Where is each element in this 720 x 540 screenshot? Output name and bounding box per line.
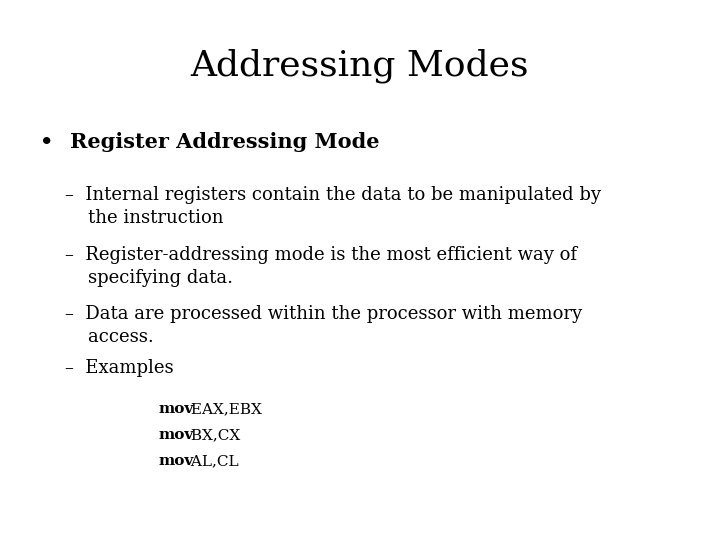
Text: Addressing Modes: Addressing Modes <box>191 49 529 83</box>
Text: mov: mov <box>158 402 194 416</box>
Text: –  Data are processed within the processor with memory
    access.: – Data are processed within the processo… <box>65 305 582 346</box>
Text: mov: mov <box>158 428 194 442</box>
Text: –  Internal registers contain the data to be manipulated by
    the instruction: – Internal registers contain the data to… <box>65 186 600 227</box>
Text: Register Addressing Mode: Register Addressing Mode <box>70 132 379 152</box>
Text: •: • <box>40 132 68 152</box>
Text: BX,CX: BX,CX <box>186 428 240 442</box>
Text: –  Examples: – Examples <box>65 359 174 377</box>
Text: –  Register-addressing mode is the most efficient way of
    specifying data.: – Register-addressing mode is the most e… <box>65 246 577 287</box>
Text: mov: mov <box>158 454 194 468</box>
Text: EAX,EBX: EAX,EBX <box>186 402 261 416</box>
Text: AL,CL: AL,CL <box>186 454 238 468</box>
